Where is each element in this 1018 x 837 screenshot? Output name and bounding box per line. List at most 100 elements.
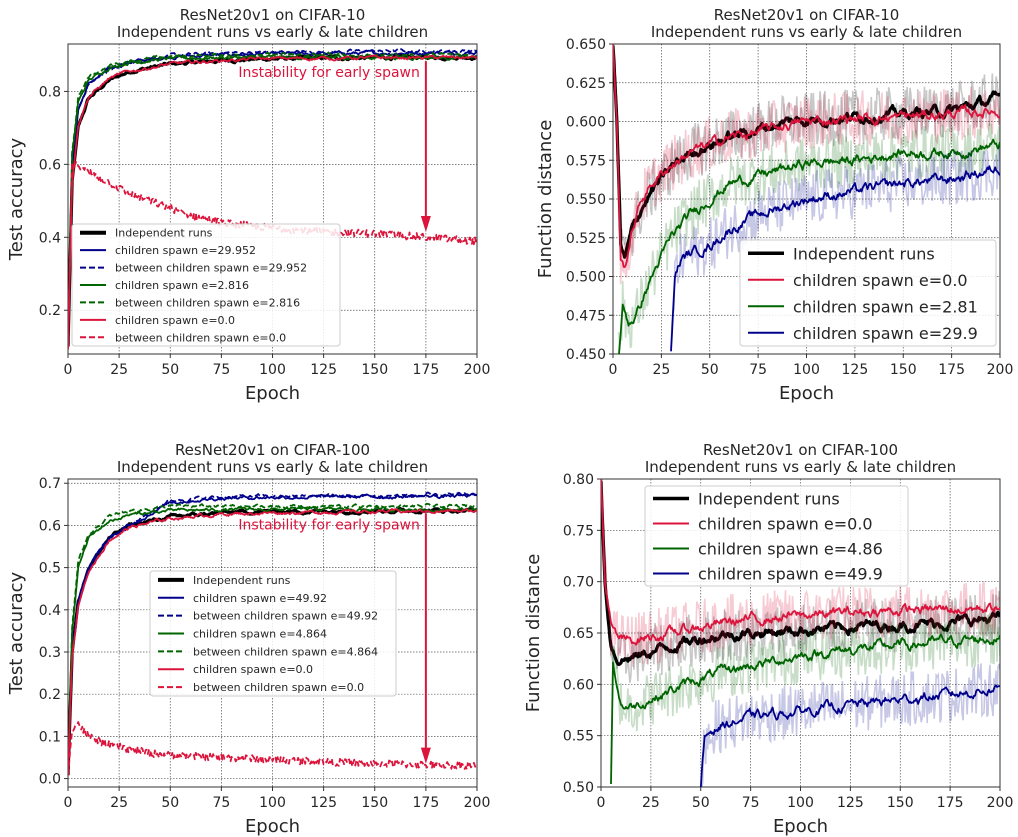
legend-entry: between children spawn e=2.816: [115, 296, 300, 309]
legend-entry: between children spawn e=0.0: [193, 681, 364, 694]
x-axis-label: Epoch: [773, 816, 828, 837]
x-tick-label: 50: [692, 795, 710, 811]
y-tick-label: 0.75: [563, 523, 594, 539]
x-tick-label: 0: [64, 795, 73, 811]
y-tick-label: 0.55: [563, 729, 594, 745]
legend-entry: children spawn e=4.86: [698, 540, 883, 559]
y-tick-label: 0.600: [566, 115, 606, 131]
legend-entry: children spawn e=0.0: [793, 271, 968, 290]
y-tick-label: 0.525: [566, 231, 606, 247]
y-tick-label: 0.50: [563, 780, 594, 796]
legend-entry: children spawn e=0.0: [698, 515, 873, 534]
x-tick-label: 200: [987, 362, 1014, 378]
legend-entry: children spawn e=29.9: [793, 324, 978, 343]
y-tick-label: 0.500: [566, 270, 606, 286]
legend-entry: children spawn e=2.816: [115, 279, 249, 292]
legend-box: [149, 570, 397, 697]
legend-entry: Independent runs: [698, 490, 840, 509]
x-tick-label: 175: [938, 362, 965, 378]
series-line: [699, 684, 1000, 787]
series-line: [670, 165, 1000, 352]
y-tick-label: 0.8: [39, 84, 61, 100]
series-line: [68, 491, 477, 774]
plot-area: [68, 491, 477, 776]
chart-title: ResNet20v1 on CIFAR-10: [714, 6, 900, 24]
series-line: [618, 138, 1000, 354]
y-tick-label: 0.450: [566, 347, 606, 363]
x-tick-label: 75: [742, 795, 760, 811]
series-line: [68, 506, 477, 774]
y-tick-label: 0.2: [39, 303, 61, 319]
legend-entry: children spawn e=4.864: [193, 628, 327, 641]
legend-entry: children spawn e=0.0: [193, 663, 313, 676]
y-tick-label: 0.550: [566, 192, 606, 208]
x-tick-label: 175: [413, 795, 440, 811]
legend-entry: children spawn e=49.9: [698, 565, 883, 584]
x-tick-label: 25: [652, 362, 670, 378]
y-tick-label: 0.60: [563, 677, 594, 693]
y-tick-label: 0.80: [563, 472, 594, 488]
y-tick-label: 0.2: [39, 687, 61, 703]
legend-entry: children spawn e=29.952: [115, 244, 256, 257]
x-tick-label: 50: [161, 362, 179, 378]
legend: Independent runs children spawn e=29.952 b…: [71, 223, 341, 347]
chart-subtitle: Independent runs vs early & late childre…: [117, 458, 428, 476]
y-tick-label: 0.3: [39, 645, 61, 661]
y-tick-label: 0.475: [566, 308, 606, 324]
x-tick-label: 0: [609, 362, 618, 378]
x-axis-label: Epoch: [245, 816, 300, 837]
plot-area: [601, 479, 1000, 787]
y-axis-label: Function distance: [523, 554, 544, 713]
series-line: [610, 633, 1000, 785]
x-tick-label: 125: [310, 362, 337, 378]
chart-subtitle: Independent runs vs early & late childre…: [651, 23, 962, 41]
y-tick-label: 0.1: [39, 729, 61, 745]
legend-entry: between children spawn e=29.952: [115, 262, 307, 275]
chart-title: ResNet20v1 on CIFAR-100: [175, 441, 370, 459]
legend-entry: between children spawn e=0.0: [115, 331, 286, 344]
series-line: [68, 54, 477, 348]
y-tick-label: 0.575: [566, 153, 606, 169]
series-shade: [610, 612, 1000, 768]
legend-entry: Independent runs: [793, 244, 935, 263]
x-tick-label: 100: [787, 795, 814, 811]
series-line: [68, 48, 477, 348]
x-tick-label: 75: [212, 362, 230, 378]
y-axis-label: Test accuracy: [6, 137, 27, 261]
y-tick-label: 0.5: [39, 561, 61, 577]
x-tick-label: 100: [793, 362, 820, 378]
y-tick-label: 0.6: [39, 518, 61, 534]
x-tick-label: 25: [110, 362, 128, 378]
legend-entry: children spawn e=49.92: [193, 592, 327, 605]
y-axis-label: Function distance: [535, 120, 556, 279]
series-shade: [670, 146, 1000, 349]
y-tick-label: 0.7: [39, 476, 61, 492]
y-tick-label: 0.4: [39, 230, 61, 246]
annotation-text: Instability for early spawn: [238, 65, 420, 81]
series-shade: [613, 44, 1000, 263]
legend: Independent runs children spawn e=0.0 chil…: [644, 485, 909, 587]
x-tick-label: 75: [749, 362, 767, 378]
chart-subtitle: Independent runs vs early & late childre…: [645, 458, 956, 476]
series-line: [68, 721, 477, 776]
series-line: [613, 44, 1000, 268]
x-tick-label: 125: [310, 795, 337, 811]
x-tick-label: 200: [987, 795, 1014, 811]
legend-entry: children spawn e=2.81: [793, 297, 978, 316]
x-tick-label: 25: [642, 795, 660, 811]
y-tick-label: 0.65: [563, 626, 594, 642]
y-tick-label: 0.70: [563, 575, 594, 591]
x-tick-label: 150: [361, 362, 388, 378]
x-tick-label: 150: [887, 795, 914, 811]
legend-box: [739, 239, 997, 347]
legend-entry: between children spawn e=49.92: [193, 610, 378, 623]
x-tick-label: 200: [464, 362, 491, 378]
series-line: [601, 481, 1000, 666]
x-tick-label: 50: [701, 362, 719, 378]
series-shade: [613, 61, 1000, 285]
chart-title: ResNet20v1 on CIFAR-100: [703, 441, 898, 459]
x-tick-label: 175: [413, 362, 440, 378]
legend-entry: children spawn e=0.0: [115, 314, 235, 327]
